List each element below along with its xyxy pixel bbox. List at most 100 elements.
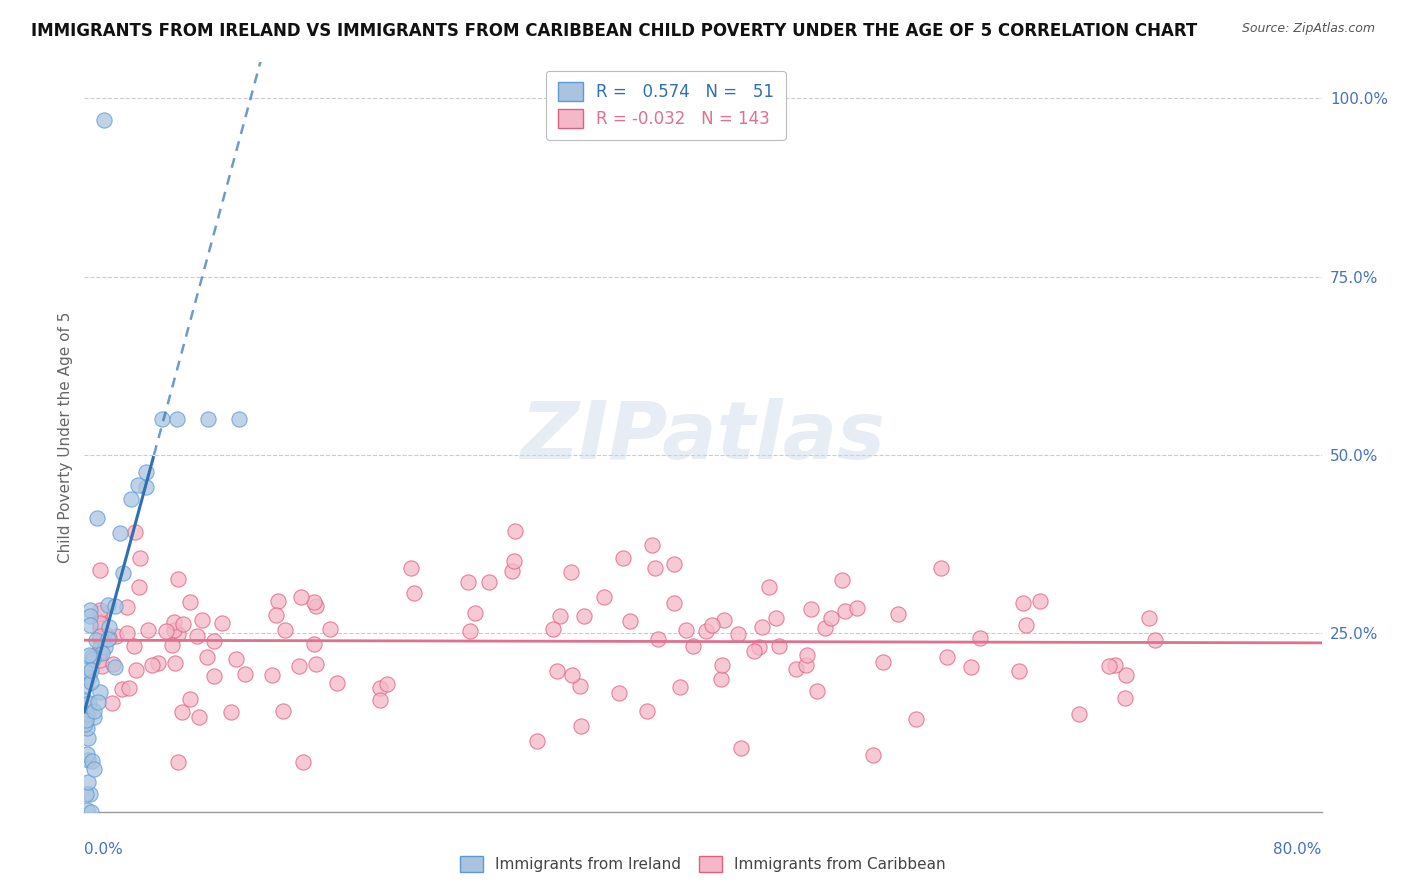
Point: [83, 709, 105, 723]
Point: [612, 551, 634, 566]
Point: [402, 586, 425, 600]
Point: [664, 596, 686, 610]
Point: [730, 741, 752, 756]
Point: [233, 666, 256, 681]
Point: [83, 762, 105, 776]
Text: IMMIGRANTS FROM IRELAND VS IMMIGRANTS FROM CARIBBEAN CHILD POVERTY UNDER THE AGE: IMMIGRANTS FROM IRELAND VS IMMIGRANTS FR…: [31, 22, 1197, 40]
Point: [526, 733, 548, 747]
Y-axis label: Child Poverty Under the Age of 5: Child Poverty Under the Age of 5: [58, 311, 73, 563]
Point: [264, 607, 287, 622]
Point: [148, 657, 170, 671]
Point: [800, 602, 823, 616]
Point: [619, 614, 641, 628]
Point: [82, 754, 104, 768]
Point: [86, 511, 108, 525]
Point: [846, 600, 869, 615]
Point: [167, 626, 190, 640]
Point: [727, 627, 749, 641]
Point: [887, 607, 910, 621]
Point: [202, 634, 225, 648]
Point: [128, 580, 150, 594]
Point: [89, 653, 111, 667]
Point: [89, 563, 111, 577]
Point: [375, 677, 398, 691]
Point: [91, 658, 114, 673]
Point: [305, 599, 328, 613]
Point: [89, 603, 111, 617]
Point: [76, 747, 98, 762]
Point: [89, 621, 111, 635]
Point: [211, 615, 233, 630]
Point: [76, 721, 98, 735]
Point: [713, 613, 735, 627]
Point: [89, 640, 111, 654]
Point: [1137, 611, 1160, 625]
Point: [862, 748, 884, 763]
Point: [75, 663, 97, 677]
Text: 0.0%: 0.0%: [84, 842, 124, 856]
Point: [267, 594, 290, 608]
Point: [834, 604, 856, 618]
Point: [124, 663, 146, 677]
Point: [936, 649, 959, 664]
Point: [636, 704, 658, 718]
Point: [93, 112, 115, 127]
Point: [79, 603, 101, 617]
Point: [929, 561, 952, 575]
Point: [710, 673, 733, 687]
Point: [124, 525, 146, 540]
Point: [960, 660, 983, 674]
Point: [104, 660, 127, 674]
Point: [274, 623, 297, 637]
Point: [136, 624, 159, 638]
Point: [155, 624, 177, 639]
Point: [478, 575, 501, 590]
Point: [179, 692, 201, 706]
Point: [127, 478, 149, 492]
Point: [1067, 707, 1090, 722]
Point: [77, 774, 100, 789]
Point: [695, 624, 717, 638]
Point: [569, 718, 592, 732]
Point: [96, 632, 118, 647]
Point: [574, 608, 596, 623]
Point: [80, 674, 103, 689]
Point: [120, 492, 142, 507]
Point: [79, 618, 101, 632]
Point: [166, 412, 188, 426]
Point: [592, 590, 614, 604]
Point: [89, 607, 111, 621]
Point: [904, 712, 927, 726]
Point: [98, 620, 121, 634]
Point: [560, 565, 582, 579]
Point: [77, 731, 100, 745]
Point: [82, 648, 104, 663]
Point: [546, 664, 568, 678]
Point: [202, 669, 225, 683]
Point: [1028, 593, 1050, 607]
Point: [170, 705, 193, 719]
Point: [501, 565, 523, 579]
Point: [117, 626, 139, 640]
Point: [399, 561, 422, 575]
Point: [831, 573, 853, 587]
Point: [186, 629, 208, 643]
Point: [86, 632, 108, 647]
Point: [197, 412, 219, 426]
Point: [93, 640, 115, 654]
Point: [150, 412, 173, 426]
Point: [76, 804, 98, 818]
Point: [165, 656, 187, 670]
Point: [1098, 659, 1121, 673]
Legend: R =   0.574   N =   51, R = -0.032   N = 143: R = 0.574 N = 51, R = -0.032 N = 143: [546, 70, 786, 140]
Point: [141, 658, 163, 673]
Point: [291, 755, 314, 769]
Point: [1115, 668, 1137, 682]
Point: [225, 652, 247, 666]
Point: [77, 648, 100, 662]
Point: [457, 574, 479, 589]
Point: [122, 639, 145, 653]
Point: [91, 647, 114, 661]
Point: [129, 550, 152, 565]
Point: [75, 694, 97, 708]
